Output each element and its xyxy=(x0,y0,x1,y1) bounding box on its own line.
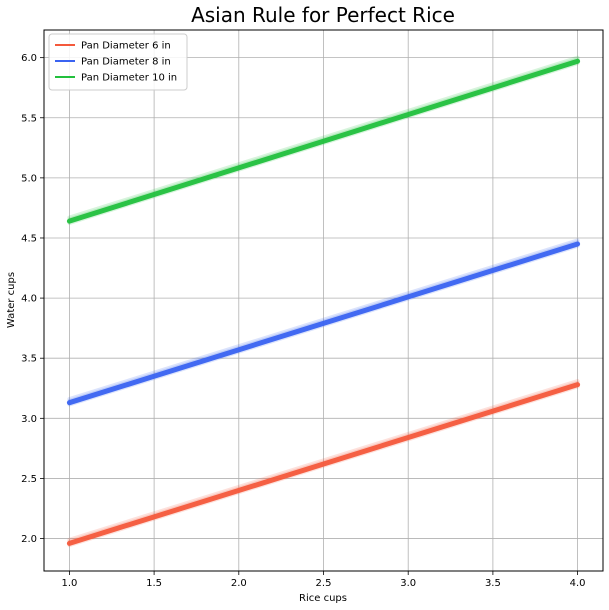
y-axis-label: Water cups xyxy=(6,272,17,328)
y-tick-label: 2.5 xyxy=(21,474,37,485)
y-tick-label: 4.5 xyxy=(21,233,37,244)
x-tick-label: 1.5 xyxy=(146,578,162,589)
series-halo-line xyxy=(67,238,580,402)
series-line xyxy=(66,241,581,406)
x-axis-ticks: 1.0 1.5 2.0 2.5 3.0 3.5 4.0 xyxy=(61,571,586,589)
y-axis-ticks: 2.0 2.5 3.0 3.5 4.0 4.5 5.0 5.5 6.0 xyxy=(21,53,44,545)
series-halo-line xyxy=(67,379,580,542)
legend-label: Pan Diameter 6 in xyxy=(81,41,171,52)
x-axis-label: Rice cups xyxy=(299,593,347,604)
series-line xyxy=(66,58,581,224)
x-tick-label: 2.0 xyxy=(231,578,247,589)
series-line xyxy=(66,382,581,546)
x-tick-label: 4.0 xyxy=(570,578,586,589)
y-tick-label: 3.5 xyxy=(21,354,37,365)
y-tick-label: 3.0 xyxy=(21,414,37,425)
series-lines xyxy=(66,55,581,548)
y-tick-label: 4.0 xyxy=(21,294,37,305)
series-1-group xyxy=(66,379,581,548)
series-2-group xyxy=(66,238,581,407)
legend-label: Pan Diameter 10 in xyxy=(81,73,177,84)
x-tick-label: 2.5 xyxy=(316,578,332,589)
legend-box xyxy=(48,33,188,91)
legend-label: Pan Diameter 8 in xyxy=(81,57,171,68)
y-tick-label: 6.0 xyxy=(21,53,37,64)
x-tick-label: 3.5 xyxy=(485,578,501,589)
y-tick-label: 5.0 xyxy=(21,173,37,184)
grid xyxy=(44,30,603,571)
y-tick-label: 5.5 xyxy=(21,113,37,124)
x-tick-label: 1.0 xyxy=(61,578,77,589)
series-3-group xyxy=(66,55,581,225)
y-tick-label: 2.0 xyxy=(21,534,37,545)
legend: Pan Diameter 6 in Pan Diameter 8 in Pan Di… xyxy=(48,33,188,91)
x-tick-label: 3.0 xyxy=(400,578,416,589)
chart-title: Asian Rule for Perfect Rice xyxy=(191,3,455,27)
series-halo-line xyxy=(67,55,580,220)
